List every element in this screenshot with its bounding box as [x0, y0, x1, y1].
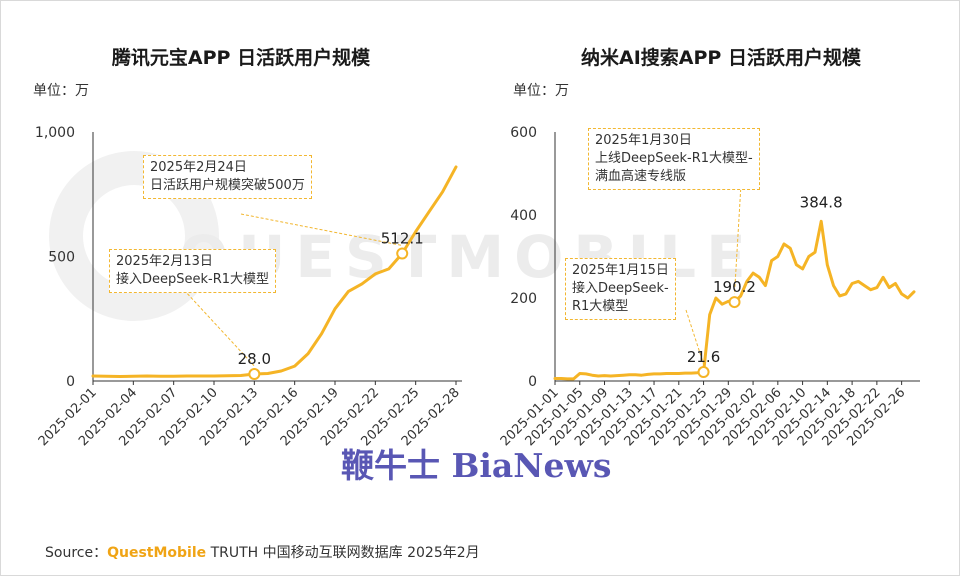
data-label: 384.8	[800, 193, 843, 211]
y-tick-label: 0	[66, 374, 75, 390]
unit-label: 单位：万	[513, 83, 569, 99]
y-tick-label: 400	[510, 208, 537, 224]
annotation-callout: 2025年2月13日 接入DeepSeek-R1大模型	[109, 249, 277, 293]
data-point-marker	[728, 296, 741, 309]
annotation-callout: 2025年2月24日 日活跃用户规模突破500万	[143, 155, 312, 199]
chart-panel-nami: 纳米AI搜索APP 日活跃用户规模 单位：万 0 200 400 600 2025-01…	[481, 1, 960, 501]
chart-panel-yuanbao: 腾讯元宝APP 日活跃用户规模 单位：万 0 500 1,000 2025-02-01…	[1, 1, 481, 501]
data-point-marker	[396, 247, 409, 260]
series-line	[91, 165, 458, 378]
source-suffix: TRUTH 中国移动互联网数据库 2025年2月	[206, 545, 480, 561]
annotation-callout: 2025年1月15日 接入DeepSeek- R1大模型	[565, 258, 676, 320]
line-chart-yuanbao: 05001,0002025-02-012025-02-042025-02-072…	[35, 125, 463, 449]
data-label: 190.2	[713, 278, 756, 296]
unit-label: 单位：万	[33, 83, 89, 99]
data-point-marker	[697, 366, 710, 379]
line-chart-nami: 02004006002025-01-012025-01-052025-01-09…	[498, 125, 920, 449]
callout-leader-line	[734, 183, 742, 295]
source-brand: QuestMobile	[107, 545, 207, 561]
y-tick-label: 0	[528, 374, 537, 390]
y-tick-label: 600	[510, 125, 537, 141]
chart-title: 腾讯元宝APP 日活跃用户规模	[111, 47, 371, 69]
bianews-watermark: 鞭牛士 BiaNews	[341, 446, 612, 485]
annotation-callout: 2025年1月30日 上线DeepSeek-R1大模型- 满血高速专线版	[588, 128, 760, 190]
chart-title: 纳米AI搜索APP 日活跃用户规模	[581, 47, 861, 69]
source-prefix: Source：	[45, 545, 108, 561]
data-point-marker	[248, 368, 261, 381]
data-label: 28.0	[238, 350, 271, 368]
y-tick-label: 200	[510, 291, 537, 307]
callout-leader-line	[240, 213, 403, 246]
source-line: Source：QuestMobile TRUTH 中国移动互联网数据库 2025…	[45, 542, 480, 562]
y-tick-label: 500	[48, 250, 75, 266]
y-tick-label: 1,000	[35, 125, 75, 141]
callout-leader-line	[685, 309, 705, 365]
data-label: 512.1	[381, 229, 424, 247]
data-label: 21.6	[687, 348, 720, 366]
callout-leader-line	[183, 289, 255, 367]
